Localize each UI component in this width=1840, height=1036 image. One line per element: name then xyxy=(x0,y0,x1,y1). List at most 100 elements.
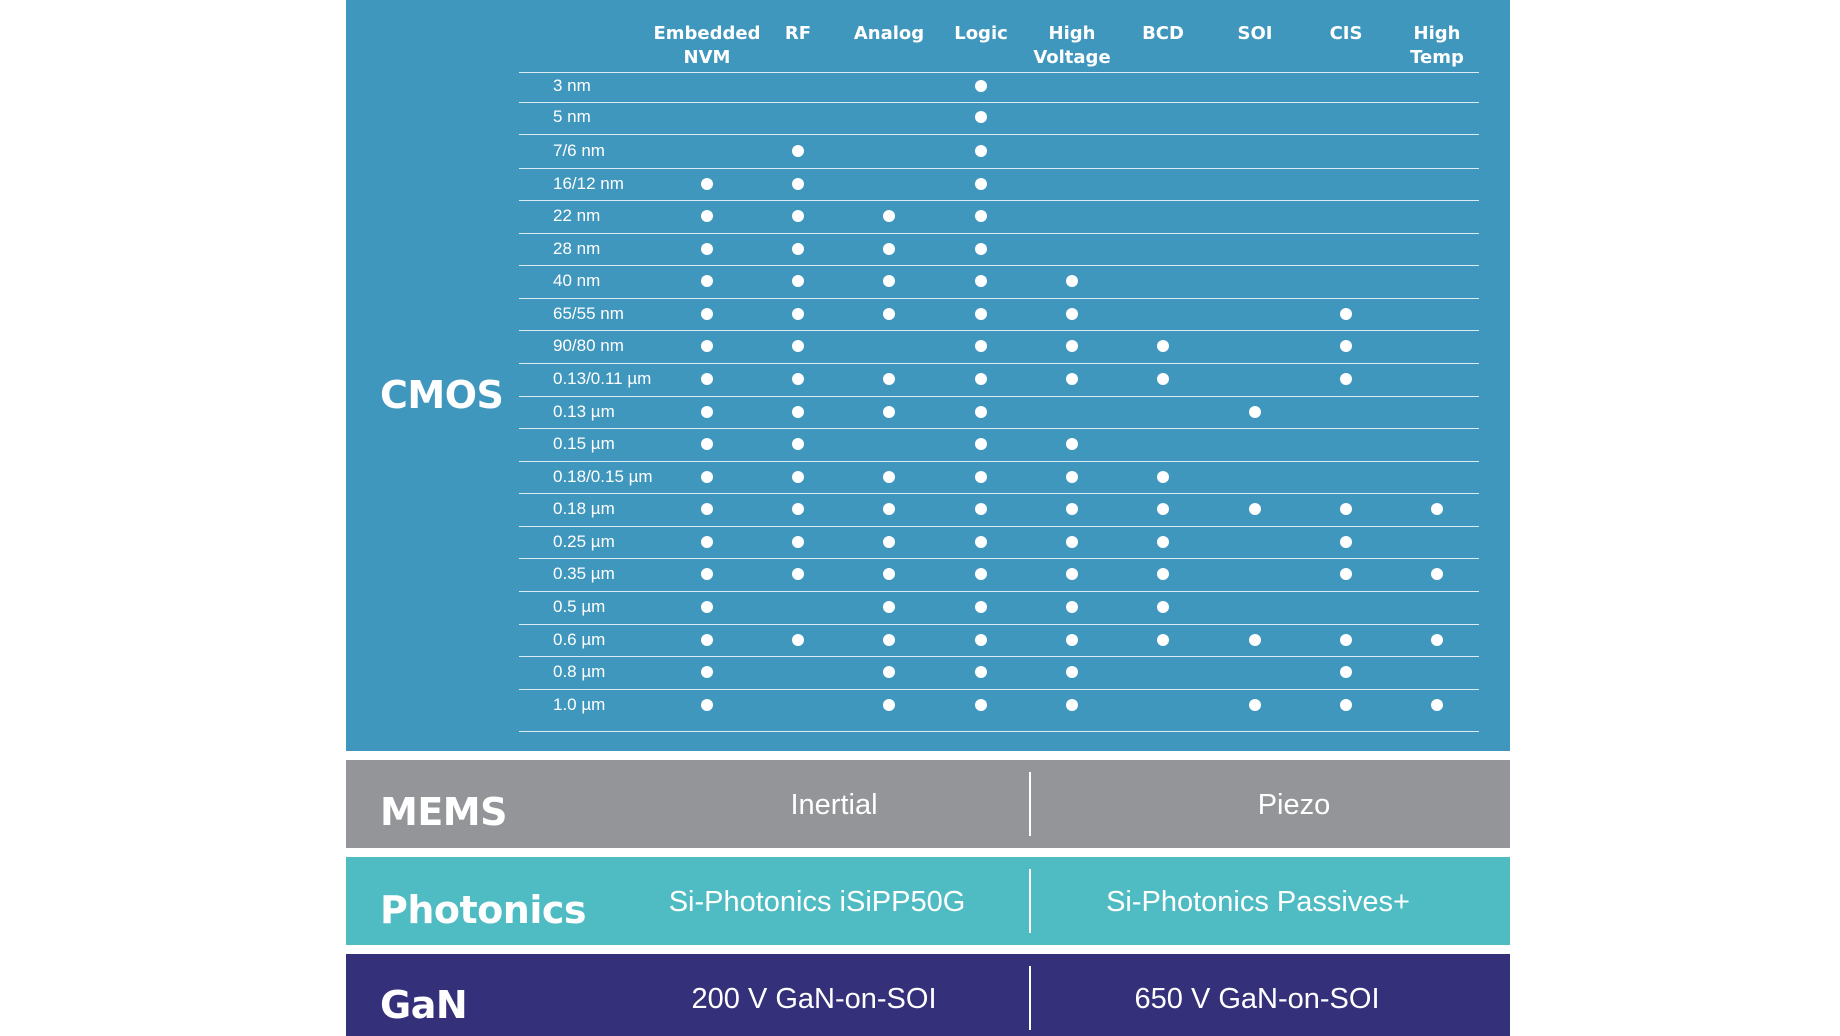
availability-dot xyxy=(792,275,804,287)
availability-dot xyxy=(1340,634,1352,646)
availability-dot xyxy=(1066,340,1078,352)
photonics-title: Photonics xyxy=(380,888,587,932)
availability-dot xyxy=(975,145,987,157)
row-divider xyxy=(519,591,1479,592)
availability-dot xyxy=(701,308,713,320)
row-label: 0.18/0.15 µm xyxy=(553,467,653,486)
row-divider xyxy=(519,265,1479,266)
availability-dot xyxy=(792,634,804,646)
availability-dot xyxy=(975,601,987,613)
row-label: 40 nm xyxy=(553,271,601,290)
availability-dot xyxy=(701,699,713,711)
row-label: 7/6 nm xyxy=(553,141,605,160)
availability-dot xyxy=(883,308,895,320)
availability-dot xyxy=(792,145,804,157)
row-divider xyxy=(519,396,1479,397)
availability-dot xyxy=(975,340,987,352)
availability-dot xyxy=(975,699,987,711)
row-label: 3 nm xyxy=(553,76,591,95)
availability-dot xyxy=(1066,503,1078,515)
row-divider xyxy=(519,330,1479,331)
row-label: 22 nm xyxy=(553,206,601,225)
availability-dot xyxy=(701,536,713,548)
availability-dot xyxy=(1340,666,1352,678)
availability-dot xyxy=(1157,503,1169,515)
column-header-line: RF xyxy=(784,23,812,44)
row-divider xyxy=(519,493,1479,494)
row-divider xyxy=(519,363,1479,364)
column-header: CIS xyxy=(1286,22,1406,46)
row-label: 0.8 µm xyxy=(553,662,606,681)
availability-dot xyxy=(883,373,895,385)
photonics-divider xyxy=(1029,869,1031,933)
cmos-title: CMOS xyxy=(380,373,504,417)
availability-dot xyxy=(883,243,895,255)
availability-dot xyxy=(975,568,987,580)
mems-panel: MEMS Inertial Piezo xyxy=(346,760,1510,848)
column-header-line: High xyxy=(1413,23,1461,44)
column-header-line: BCD xyxy=(1142,23,1184,44)
row-label: 0.18 µm xyxy=(553,499,615,518)
availability-dot xyxy=(975,111,987,123)
row-divider xyxy=(519,526,1479,527)
availability-dot xyxy=(883,275,895,287)
column-header: Embedded NVM xyxy=(647,22,767,70)
availability-dot xyxy=(792,340,804,352)
availability-dot xyxy=(883,210,895,222)
availability-dot xyxy=(1340,568,1352,580)
availability-dot xyxy=(1157,373,1169,385)
availability-dot xyxy=(701,178,713,190)
column-header: High Temp xyxy=(1377,22,1497,70)
availability-dot xyxy=(792,536,804,548)
availability-dot xyxy=(701,601,713,613)
availability-dot xyxy=(1157,568,1169,580)
row-divider xyxy=(519,731,1479,732)
availability-dot xyxy=(792,471,804,483)
row-divider xyxy=(519,689,1479,690)
availability-dot xyxy=(975,80,987,92)
row-divider xyxy=(519,428,1479,429)
availability-dot xyxy=(792,503,804,515)
availability-dot xyxy=(883,634,895,646)
column-header-line: High xyxy=(1048,23,1096,44)
availability-dot xyxy=(883,536,895,548)
gan-200v: 200 V GaN-on-SOI xyxy=(691,983,937,1015)
row-divider xyxy=(519,558,1479,559)
availability-dot xyxy=(1157,340,1169,352)
row-label: 28 nm xyxy=(553,239,601,258)
row-label: 0.6 µm xyxy=(553,630,606,649)
availability-dot xyxy=(1066,536,1078,548)
gan-title: GaN xyxy=(380,983,468,1027)
availability-dot xyxy=(701,373,713,385)
photonics-passives: Si-Photonics Passives+ xyxy=(1106,886,1410,918)
availability-dot xyxy=(792,178,804,190)
availability-dot xyxy=(1249,503,1261,515)
gan-panel: GaN 200 V GaN-on-SOI 650 V GaN-on-SOI xyxy=(346,954,1510,1036)
availability-dot xyxy=(701,243,713,255)
row-label: 1.0 µm xyxy=(553,695,606,714)
row-label: 0.5 µm xyxy=(553,597,606,616)
availability-dot xyxy=(975,210,987,222)
column-header-line: Analog xyxy=(853,23,925,44)
row-divider xyxy=(519,200,1479,201)
mems-title: MEMS xyxy=(380,790,507,834)
availability-dot xyxy=(1157,471,1169,483)
availability-dot xyxy=(975,503,987,515)
column-header-line: Logic xyxy=(954,23,1008,44)
availability-dot xyxy=(1066,308,1078,320)
availability-dot xyxy=(792,308,804,320)
availability-dot xyxy=(1066,568,1078,580)
row-divider xyxy=(519,233,1479,234)
column-header: Analog xyxy=(829,22,949,46)
availability-dot xyxy=(883,406,895,418)
availability-dot xyxy=(1066,471,1078,483)
availability-dot xyxy=(1066,275,1078,287)
availability-dot xyxy=(975,275,987,287)
gan-divider xyxy=(1029,966,1031,1030)
availability-dot xyxy=(1340,373,1352,385)
mems-divider xyxy=(1029,772,1031,836)
availability-dot xyxy=(1249,699,1261,711)
row-label: 0.13 µm xyxy=(553,402,615,421)
availability-dot xyxy=(883,699,895,711)
availability-dot xyxy=(1066,373,1078,385)
